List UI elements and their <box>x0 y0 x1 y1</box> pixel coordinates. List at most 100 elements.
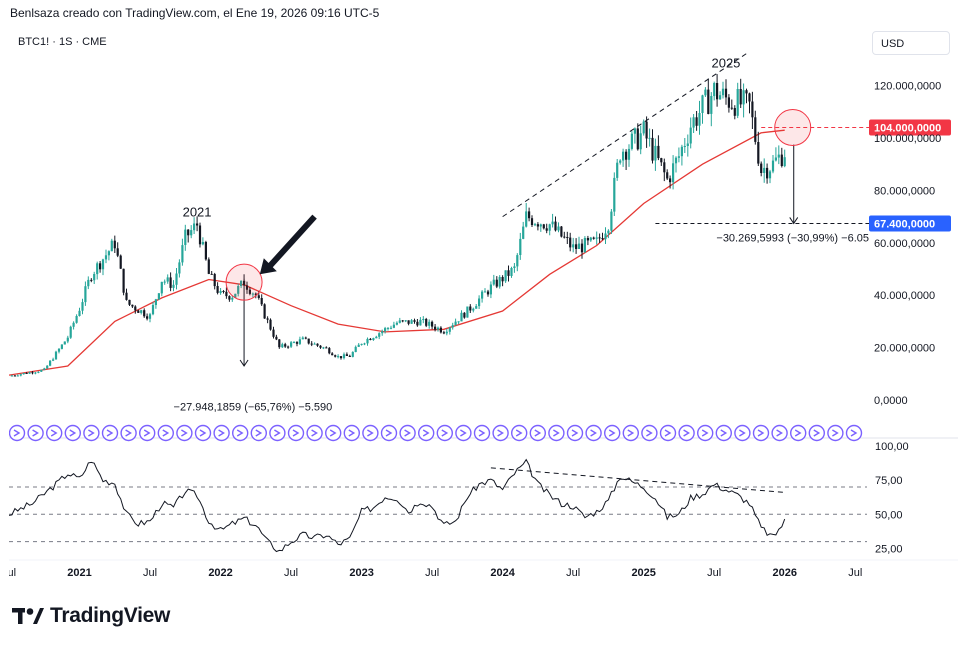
price-axis-tick-label: 0,0000 <box>874 395 908 407</box>
candle-body <box>739 89 742 105</box>
candle-body <box>107 251 110 256</box>
candle-body <box>551 221 554 225</box>
candle-body <box>198 225 202 245</box>
candle-body <box>610 211 613 231</box>
candle-body <box>589 237 592 241</box>
event-circle <box>250 424 268 442</box>
candle-body <box>157 293 160 300</box>
candle-body <box>169 277 172 288</box>
time-axis-tick-label: 2023 <box>349 567 373 579</box>
candle-body <box>733 108 736 116</box>
candle-body <box>93 274 96 281</box>
candle-body <box>134 306 137 311</box>
event-circle <box>566 424 584 442</box>
chart-annotation-label: −30.269,5993 (−30,99%) −6.05 <box>716 233 869 245</box>
price-axis-tick-label: 20.000,0000 <box>874 343 935 355</box>
candle-body <box>301 337 304 340</box>
event-glyph <box>757 429 765 437</box>
price-axis-tick-label: 60.000,0000 <box>874 238 935 250</box>
candle-body <box>748 93 751 102</box>
candle-body <box>351 352 354 357</box>
event-marker <box>511 424 528 442</box>
event-glyph <box>794 429 802 437</box>
candle-body <box>466 306 469 318</box>
candle-body <box>116 248 119 256</box>
candle-body <box>707 89 710 114</box>
candle-body <box>545 228 548 231</box>
candle-body <box>654 145 657 161</box>
event-marker <box>659 424 677 442</box>
event-marker <box>64 424 81 442</box>
candle-body <box>287 346 290 348</box>
candle-body <box>298 339 301 344</box>
candle-body <box>337 356 340 358</box>
candle-body <box>780 154 783 166</box>
candle-body <box>445 331 448 334</box>
candle-body <box>395 322 398 325</box>
candle-body <box>683 146 686 147</box>
candle-body <box>425 319 428 326</box>
candle-body <box>580 243 584 253</box>
candle-body <box>771 160 775 172</box>
currency-button[interactable]: USD <box>872 31 950 55</box>
event-marker <box>250 424 268 442</box>
candle-body <box>583 238 586 253</box>
candle-body <box>257 295 260 298</box>
candle-body <box>572 244 575 248</box>
candle-body <box>160 281 163 294</box>
moving-average-line <box>8 129 785 376</box>
candle-body <box>548 224 551 231</box>
candle-body <box>37 371 40 373</box>
event-glyph <box>106 429 114 437</box>
candle-body <box>760 163 763 173</box>
candle-body <box>783 157 786 167</box>
event-glyph <box>590 429 597 437</box>
time-axis-tick-label: Jul <box>848 567 862 579</box>
candle-body <box>319 345 322 348</box>
candle-body <box>557 226 560 231</box>
chart-annotation-label: −27.948,1859 (−65,76%) −5.590 <box>174 402 333 414</box>
candle-body <box>316 343 319 346</box>
candle-body <box>757 142 760 164</box>
price-axis-tick-label: 120.000,0000 <box>874 81 941 93</box>
candle-body <box>607 230 610 234</box>
candle-body <box>575 244 578 249</box>
event-glyph <box>646 429 653 437</box>
candle-body <box>254 293 257 296</box>
event-glyph <box>832 429 839 437</box>
event-glyph <box>292 429 300 437</box>
event-marker <box>752 424 770 442</box>
candle-body <box>222 291 225 292</box>
candle-body <box>730 107 733 109</box>
candle-body <box>768 171 772 179</box>
divergence-line <box>490 467 785 493</box>
candle-body <box>22 373 25 375</box>
event-marker <box>157 424 175 442</box>
event-circle <box>46 424 63 442</box>
candle-body <box>686 143 689 146</box>
price-tag-label: 104.000,0000 <box>874 123 941 135</box>
event-marker <box>306 424 323 442</box>
event-marker <box>120 424 137 442</box>
event-glyph <box>478 429 486 437</box>
event-marker <box>325 424 342 442</box>
event-glyph <box>162 429 170 437</box>
candle-body <box>69 326 72 338</box>
candle-body <box>489 284 492 295</box>
candle-body <box>766 167 769 179</box>
candle-body <box>154 299 157 305</box>
symbol-legend[interactable]: BTC1! · 1S · CME <box>18 36 107 48</box>
candle-body <box>454 321 457 326</box>
event-circle <box>752 424 770 442</box>
candle-body <box>613 177 616 212</box>
candle-body <box>43 368 46 370</box>
pointer-arrow-head <box>259 258 277 275</box>
tradingview-logo[interactable]: TradingView <box>12 603 170 629</box>
event-glyph <box>571 429 579 437</box>
candle-body <box>66 337 69 342</box>
event-circle <box>641 424 658 442</box>
event-marker <box>808 424 825 442</box>
event-glyph <box>441 429 449 437</box>
candle-body <box>472 308 475 311</box>
candle-body <box>143 310 146 317</box>
